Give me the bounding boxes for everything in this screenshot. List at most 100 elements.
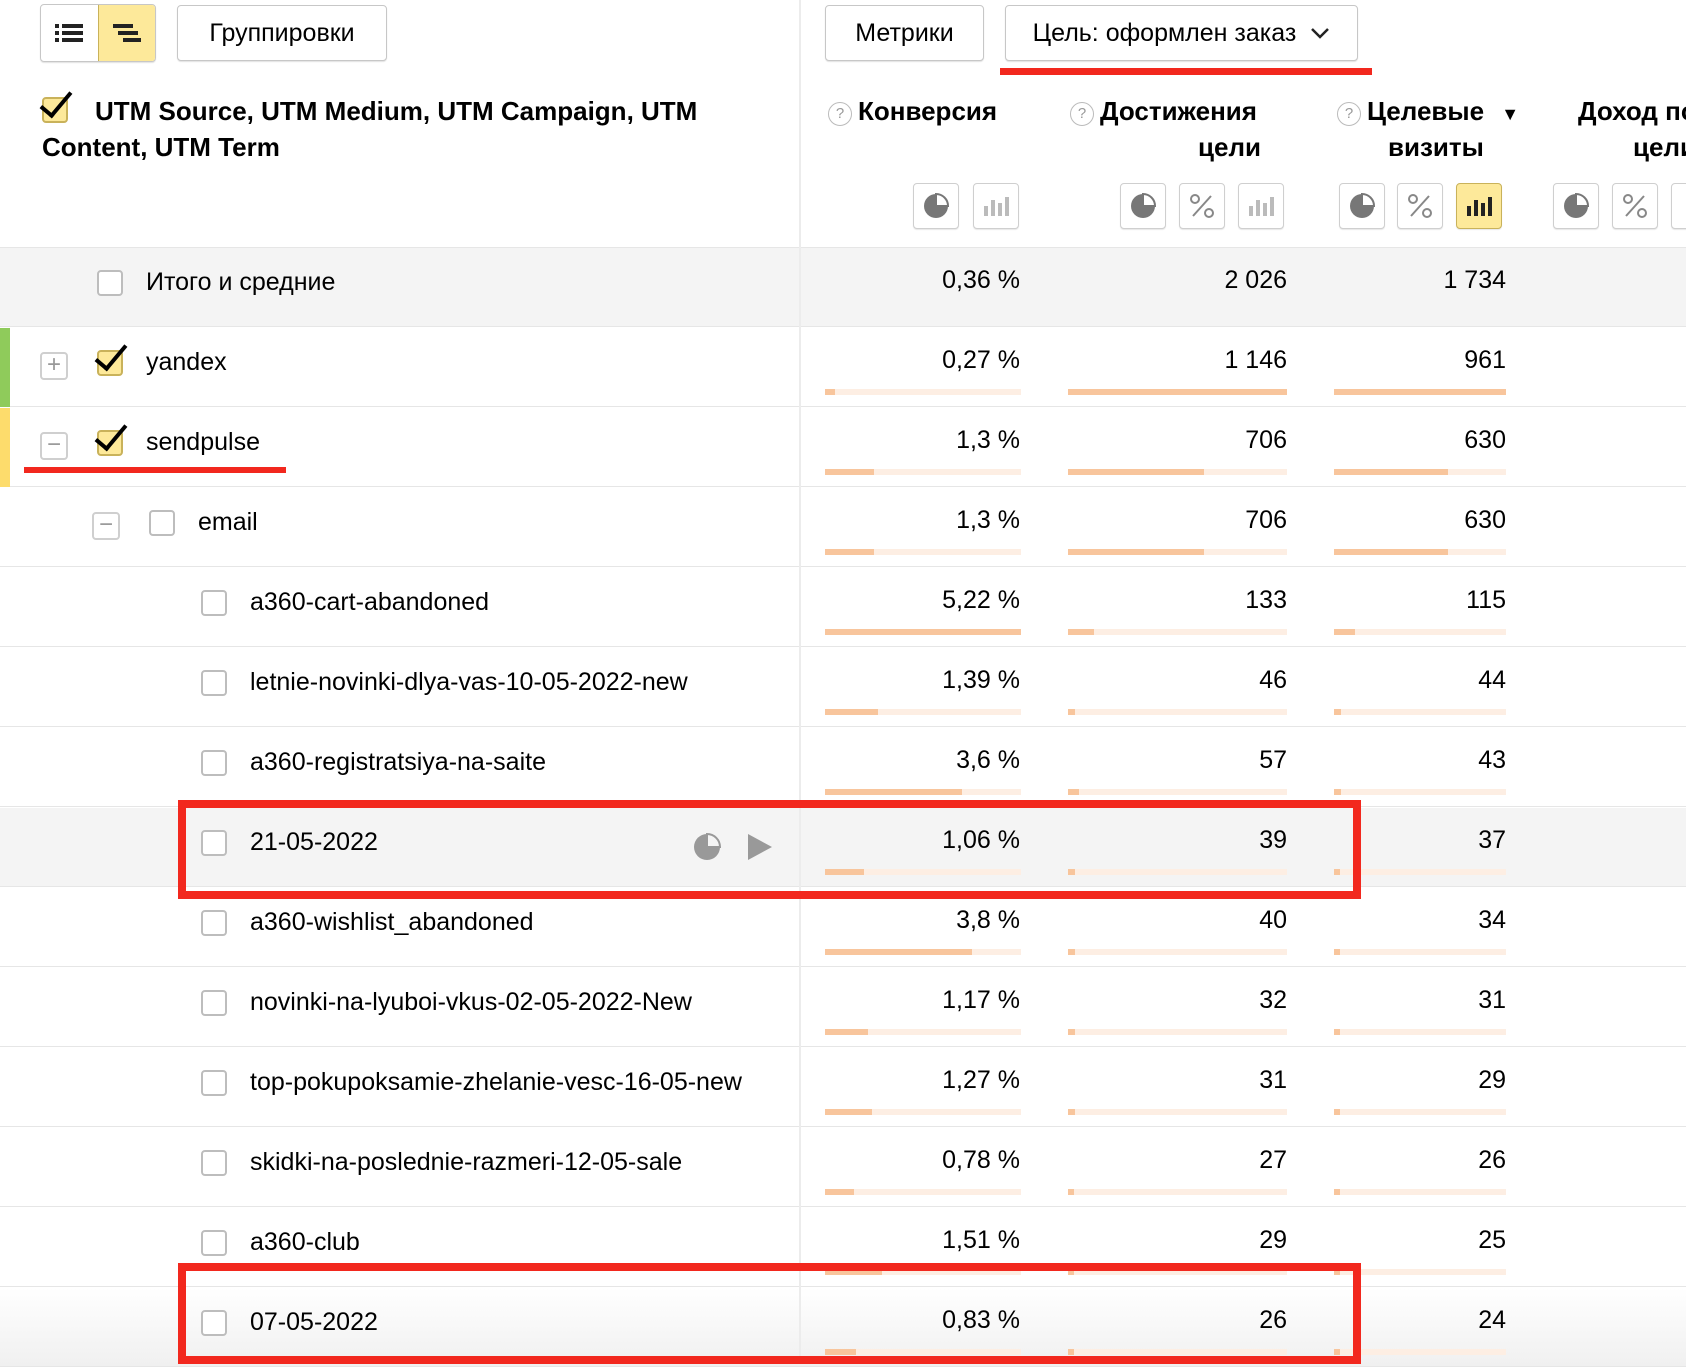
cell-visits: 115 [1466, 586, 1506, 614]
cell-bar-fill [1068, 1029, 1075, 1035]
row-checkbox[interactable] [201, 1070, 227, 1096]
collapse-icon[interactable]: − [40, 432, 68, 460]
table-row[interactable]: − email 1,3 % 706 630 [0, 488, 1686, 567]
row-checkbox[interactable] [97, 270, 123, 296]
header-checkbox[interactable] [42, 97, 68, 123]
row-checkbox[interactable] [201, 590, 227, 616]
groupings-button[interactable]: Группировки [177, 5, 387, 61]
row-label: top-pokupoksamie-zhelanie-vesc-16-05-new [250, 1068, 742, 1096]
cell-bar-track [1334, 1029, 1506, 1035]
pie-chart-button[interactable] [1339, 183, 1385, 229]
bar-chart-button[interactable] [1238, 183, 1284, 229]
expand-icon[interactable]: + [40, 352, 68, 380]
row-checkbox[interactable] [201, 1230, 227, 1256]
help-icon[interactable]: ? [1070, 102, 1094, 126]
column-goals[interactable]: ? Достижения [1070, 93, 1257, 129]
column-visits[interactable]: ? Целевые ▼ [1337, 93, 1519, 132]
table-row[interactable]: a360-club 1,51 % 29 25 [0, 1208, 1686, 1287]
table-row[interactable]: a360-wishlist_abandoned 3,8 % 40 34 [0, 888, 1686, 967]
cell-bar-track [1334, 789, 1506, 795]
percent-button[interactable] [1179, 183, 1225, 229]
pie-chart-icon [1564, 192, 1590, 218]
sort-desc-icon[interactable]: ▼ [1501, 104, 1520, 124]
cell-bar-track [1068, 469, 1287, 475]
row-highlight-box [178, 1263, 1361, 1364]
cell-bar-fill [825, 709, 878, 715]
cell-bar-fill [825, 629, 1021, 635]
row-checkbox[interactable] [201, 750, 227, 776]
table-row[interactable]: novinki-na-lyuboi-vkus-02-05-2022-New 1,1… [0, 968, 1686, 1047]
cell-goals: 133 [1245, 586, 1287, 614]
cell-bar-fill [825, 949, 972, 955]
row-checkbox[interactable] [201, 1150, 227, 1176]
row-label: letnie-novinki-dlya-vas-10-05-2022-new [250, 668, 688, 696]
cell-bar-track [825, 709, 1021, 715]
table-row[interactable]: top-pokupoksamie-zhelanie-vesc-16-05-new… [0, 1048, 1686, 1127]
cell-goals: 1 146 [1224, 346, 1287, 374]
table-row[interactable]: a360-registratsiya-na-saite 3,6 % 57 43 [0, 728, 1686, 807]
cell-bar-track [1334, 869, 1506, 875]
cell-bar-track [1068, 1269, 1287, 1275]
cell-conv: 0,36 % [942, 266, 1020, 294]
list-view-button[interactable] [41, 5, 98, 61]
table-row[interactable]: letnie-novinki-dlya-vas-10-05-2022-new 1,… [0, 648, 1686, 727]
cell-bar-track [1068, 949, 1287, 955]
column-goals-label: Достижения [1100, 96, 1257, 126]
cell-bar-track [825, 389, 1021, 395]
pie-chart-button[interactable] [1553, 183, 1599, 229]
row-checkbox[interactable] [201, 830, 227, 856]
cell-bar-track [1334, 1269, 1506, 1275]
row-checkbox[interactable] [201, 670, 227, 696]
row-checkbox[interactable] [201, 990, 227, 1016]
cell-bar-fill [825, 389, 835, 395]
bar-chart-button[interactable] [973, 183, 1019, 229]
bar-chart-button-active[interactable] [1456, 183, 1502, 229]
column-visits-line2: визиты [1388, 129, 1484, 165]
cell-bar-fill [1334, 1349, 1340, 1355]
collapse-icon[interactable]: − [92, 512, 120, 540]
pie-chart-button[interactable] [913, 183, 959, 229]
table-row[interactable]: + yandex 0,27 % 1 146 961 [0, 328, 1686, 407]
table-row[interactable]: skidki-na-poslednie-razmeri-12-05-sale 0,… [0, 1128, 1686, 1207]
column-revenue-line2: цели [1633, 129, 1686, 165]
column-conversion[interactable]: ? Конверсия [828, 93, 997, 129]
table-row[interactable]: 21-05-2022 1,06 % 39 37 [0, 808, 1686, 887]
cell-bar-track [1068, 389, 1287, 395]
goal-select[interactable]: Цель: оформлен заказ [1005, 5, 1358, 61]
cell-conv: 1,06 % [942, 826, 1020, 854]
dimension-title-line1: UTM Source, UTM Medium, UTM Campaign, UT… [95, 96, 698, 126]
cell-conv: 1,17 % [942, 986, 1020, 1014]
help-icon[interactable]: ? [828, 102, 852, 126]
play-icon[interactable] [746, 832, 774, 862]
cell-bar-track [825, 789, 1021, 795]
cell-bar-track [825, 549, 1021, 555]
row-checkbox[interactable] [97, 430, 123, 456]
cell-visits: 24 [1478, 1306, 1506, 1334]
cell-bar-track [1068, 629, 1287, 635]
totals-row[interactable]: Итого и средние 0,36 % 2 026 1 734 [0, 248, 1686, 327]
help-icon[interactable]: ? [1337, 102, 1361, 126]
tree-view-button[interactable] [97, 5, 155, 61]
metrics-button[interactable]: Метрики [825, 5, 984, 61]
cell-bar-track [1334, 949, 1506, 955]
row-checkbox[interactable] [201, 1310, 227, 1336]
table-row[interactable]: 07-05-2022 0,83 % 26 24 [0, 1288, 1686, 1367]
cell-bar-track [825, 1189, 1021, 1195]
view-mode-switch [40, 4, 156, 62]
column-revenue[interactable]: Доход по [1578, 93, 1686, 129]
cell-goals: 46 [1259, 666, 1287, 694]
cell-conv: 1,27 % [942, 1066, 1020, 1094]
cell-bar-fill [1068, 709, 1075, 715]
percent-button[interactable] [1397, 183, 1443, 229]
cell-bar-track [1068, 1349, 1287, 1355]
percent-button[interactable] [1612, 183, 1658, 229]
cell-bar-fill [825, 789, 962, 795]
row-checkbox[interactable] [201, 910, 227, 936]
row-checkbox[interactable] [97, 350, 123, 376]
pie-chart-button[interactable] [1120, 183, 1166, 229]
pie-chart-icon[interactable] [692, 832, 722, 862]
bar-chart-button[interactable] [1671, 183, 1686, 229]
table-row[interactable]: − sendpulse 1,3 % 706 630 [0, 408, 1686, 487]
row-checkbox[interactable] [149, 510, 175, 536]
table-row[interactable]: a360-cart-abandoned 5,22 % 133 115 [0, 568, 1686, 647]
